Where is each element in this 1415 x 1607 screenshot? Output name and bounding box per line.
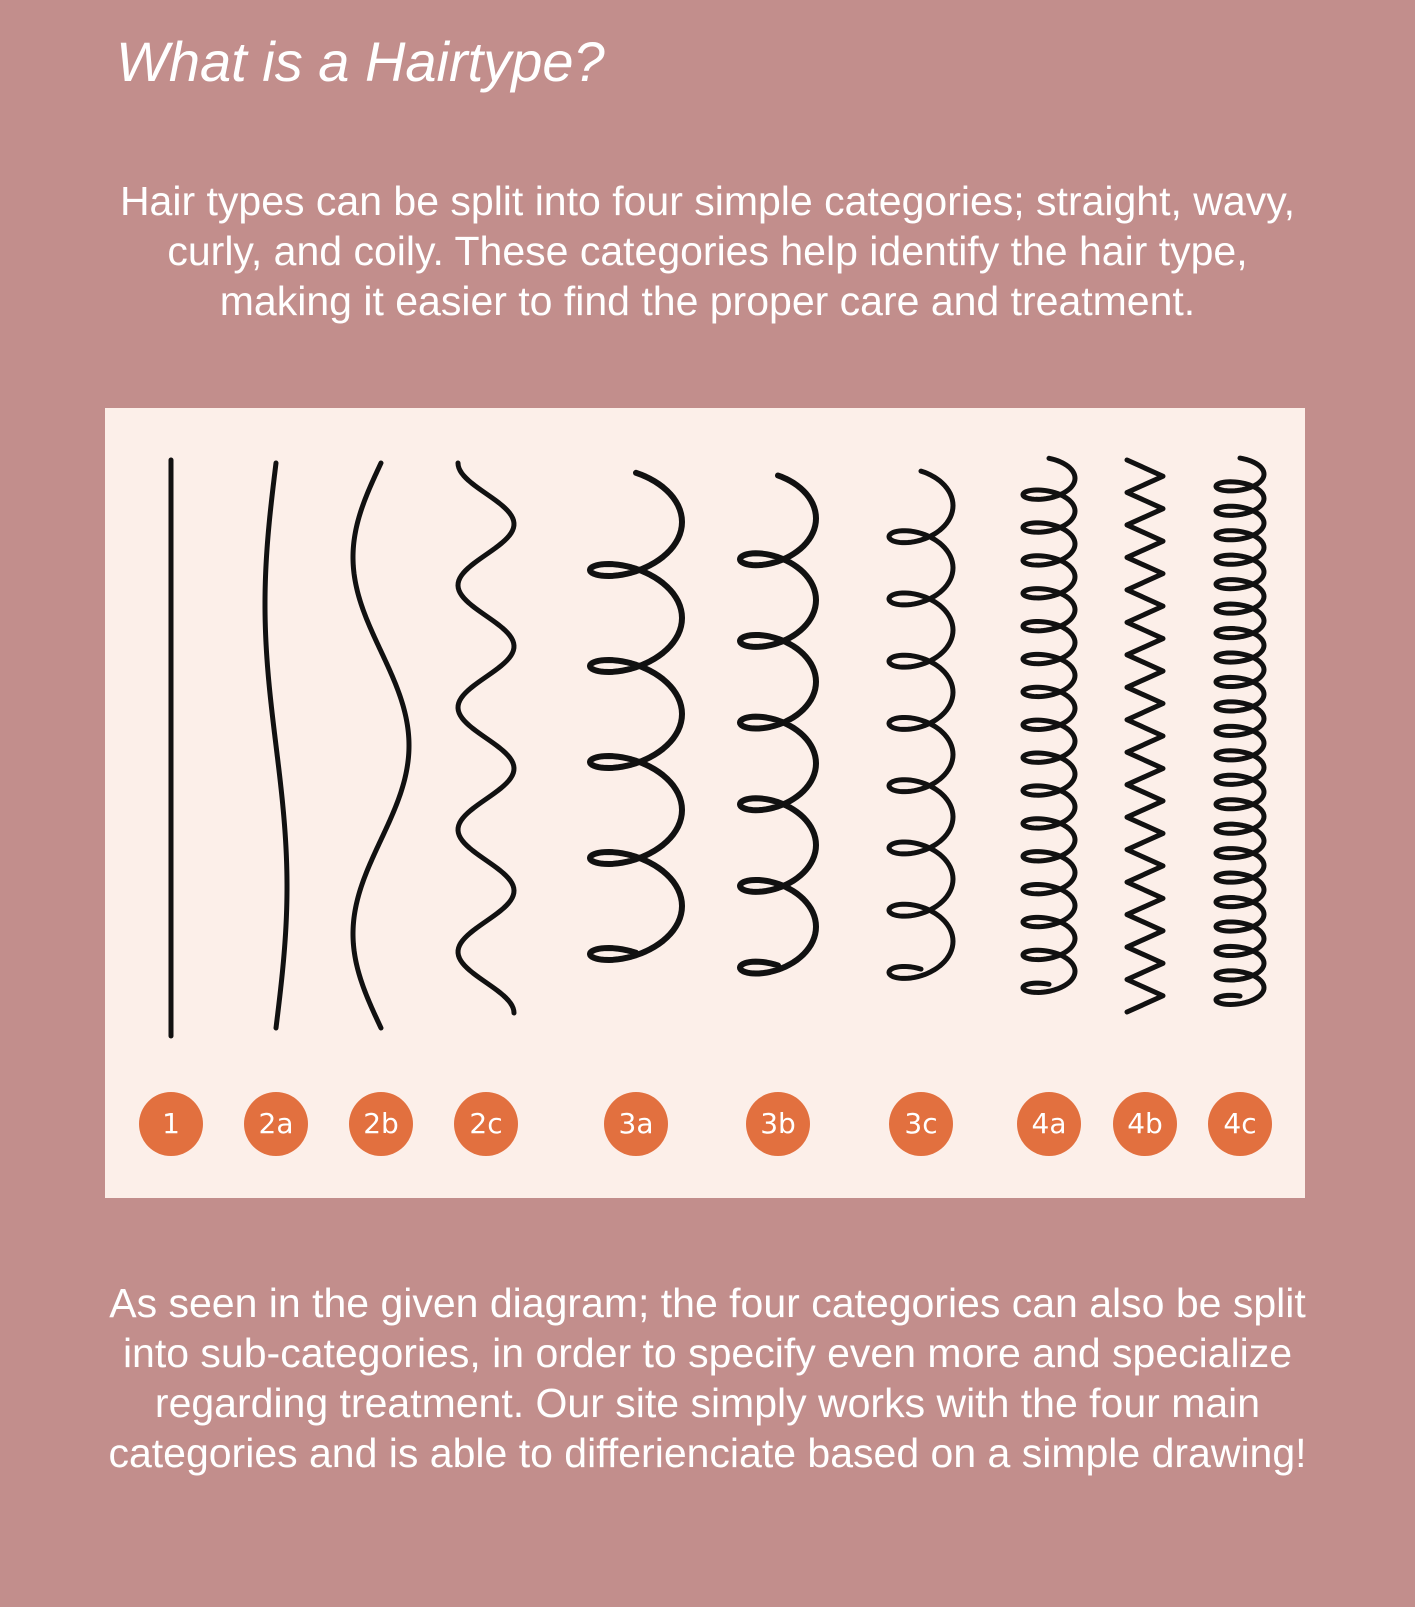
- strand-4b: [1124, 457, 1166, 1015]
- badge-3b: 3b: [746, 1092, 810, 1156]
- page-title: What is a Hairtype?: [116, 30, 605, 93]
- hair-type-diagram: 1 2a 2b 2c 3a 3b 3c 4a 4b 4c: [105, 408, 1305, 1198]
- badge-4a: 4a: [1017, 1092, 1081, 1156]
- intro-paragraph: Hair types can be split into four simple…: [119, 178, 1296, 324]
- strand-2b: [350, 460, 412, 1031]
- outro-paragraph: As seen in the given diagram; the four c…: [108, 1280, 1307, 1476]
- strand-2c: [455, 460, 517, 1016]
- badge-2a: 2a: [244, 1092, 308, 1156]
- badge-4c: 4c: [1208, 1092, 1272, 1156]
- hair-strands-illustration: [168, 455, 1267, 1039]
- badge-3c: 3c: [889, 1092, 953, 1156]
- badge-2b: 2b: [349, 1092, 413, 1156]
- strand-3a: [587, 469, 685, 963]
- badge-3a: 3a: [604, 1092, 668, 1156]
- badge-1: 1: [139, 1092, 203, 1156]
- strand-4a: [1020, 455, 1078, 995]
- strand-3b: [737, 472, 819, 977]
- badge-4b: 4b: [1113, 1092, 1177, 1156]
- strand-3c: [886, 468, 956, 981]
- badge-2c: 2c: [454, 1092, 518, 1156]
- strand-2a: [262, 460, 290, 1031]
- strand-4c: [1213, 455, 1267, 1007]
